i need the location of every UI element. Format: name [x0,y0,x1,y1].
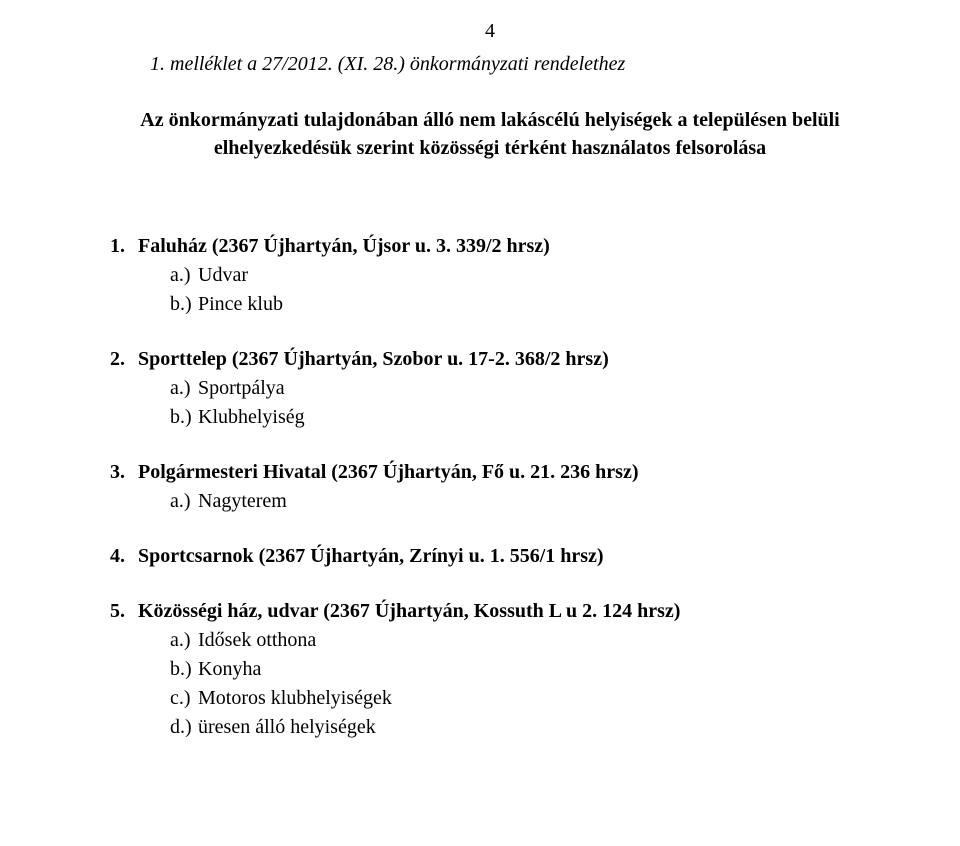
sub-item: a.)Udvar [170,261,870,290]
list-item: 5.Közösségi ház, udvar (2367 Újhartyán, … [110,597,870,742]
numbered-list: 1.Faluház (2367 Újhartyán, Újsor u. 3. 3… [110,232,870,742]
sub-item-letter: a.) [170,626,198,655]
list-item-number: 4. [110,542,138,571]
sub-item-text: Pince klub [198,293,283,315]
sub-item-letter: a.) [170,374,198,403]
sub-item-text: Nagyterem [198,490,287,512]
page-number: 4 [110,20,870,43]
sub-item-text: Motoros klubhelyiségek [198,687,392,709]
sub-list: a.)Udvar b.)Pince klub [110,261,870,319]
sub-list: a.)Idősek otthona b.)Konyha c.)Motoros k… [110,626,870,742]
sub-item-text: Udvar [198,264,248,286]
sub-item-letter: a.) [170,487,198,516]
appendix-title: 1. melléklet a 27/2012. (XI. 28.) önkorm… [150,53,870,76]
list-item: 2.Sporttelep (2367 Újhartyán, Szobor u. … [110,345,870,432]
list-item-text: Sportcsarnok (2367 Újhartyán, Zrínyi u. … [138,545,604,567]
list-item-number: 2. [110,345,138,374]
list-item-number: 1. [110,232,138,261]
sub-item: d.)üresen álló helyiségek [170,713,870,742]
list-item-title: 2.Sporttelep (2367 Újhartyán, Szobor u. … [110,345,870,374]
list-item-title: 4.Sportcsarnok (2367 Újhartyán, Zrínyi u… [110,542,870,571]
sub-item: a.)Idősek otthona [170,626,870,655]
main-heading: Az önkormányzati tulajdonában álló nem l… [110,106,870,162]
list-item-text: Közösségi ház, udvar (2367 Újhartyán, Ko… [138,600,680,622]
sub-item: b.)Klubhelyiség [170,403,870,432]
list-item-title: 3.Polgármesteri Hivatal (2367 Újhartyán,… [110,458,870,487]
list-item-text: Sporttelep (2367 Újhartyán, Szobor u. 17… [138,348,609,370]
sub-item-letter: b.) [170,655,198,684]
sub-item-letter: a.) [170,261,198,290]
document-page: 4 1. melléklet a 27/2012. (XI. 28.) önko… [0,0,960,788]
sub-item-text: Konyha [198,658,261,680]
sub-list: a.)Sportpálya b.)Klubhelyiség [110,374,870,432]
sub-item: b.)Pince klub [170,290,870,319]
sub-item: b.)Konyha [170,655,870,684]
sub-item-letter: b.) [170,290,198,319]
list-item: 3.Polgármesteri Hivatal (2367 Újhartyán,… [110,458,870,516]
sub-item-text: Idősek otthona [198,629,316,651]
list-item-number: 5. [110,597,138,626]
list-item: 4.Sportcsarnok (2367 Újhartyán, Zrínyi u… [110,542,870,571]
sub-item-letter: b.) [170,403,198,432]
list-item: 1.Faluház (2367 Újhartyán, Újsor u. 3. 3… [110,232,870,319]
list-item-text: Faluház (2367 Újhartyán, Újsor u. 3. 339… [138,235,550,257]
list-item-title: 5.Közösségi ház, udvar (2367 Újhartyán, … [110,597,870,626]
sub-list: a.)Nagyterem [110,487,870,516]
sub-item: c.)Motoros klubhelyiségek [170,684,870,713]
list-item-title: 1.Faluház (2367 Újhartyán, Újsor u. 3. 3… [110,232,870,261]
list-item-text: Polgármesteri Hivatal (2367 Újhartyán, F… [138,461,638,483]
sub-item-text: Klubhelyiség [198,406,305,428]
list-item-number: 3. [110,458,138,487]
sub-item-text: üresen álló helyiségek [198,716,376,738]
sub-item-text: Sportpálya [198,377,285,399]
sub-item-letter: d.) [170,713,198,742]
sub-item: a.)Sportpálya [170,374,870,403]
sub-item: a.)Nagyterem [170,487,870,516]
sub-item-letter: c.) [170,684,198,713]
